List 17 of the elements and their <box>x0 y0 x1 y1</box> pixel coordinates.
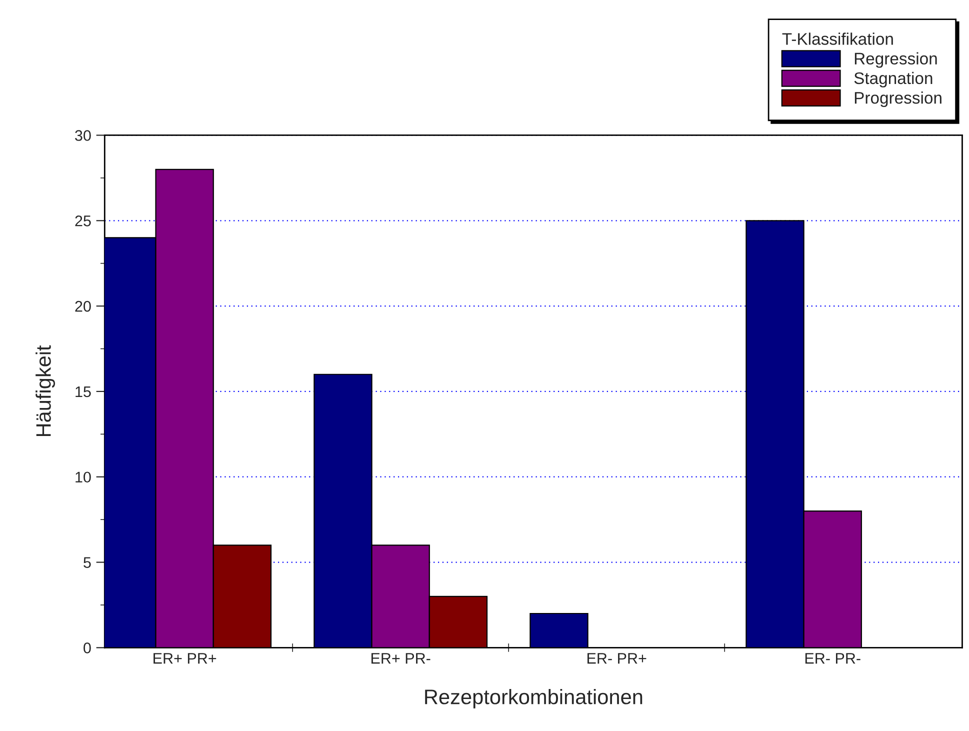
legend-label: Stagnation <box>854 72 932 88</box>
legend-label: Progression <box>854 92 942 108</box>
x-tick-label: ER+ PR- <box>371 653 430 664</box>
x-axis-title: Rezeptorkombinationen <box>425 688 642 708</box>
y-tick-label: 30 <box>75 130 91 141</box>
x-tick-label: ER+ PR+ <box>154 653 216 664</box>
y-tick-label: 15 <box>76 386 91 398</box>
legend-label: Regression <box>854 52 937 68</box>
y-tick-label: 25 <box>75 216 91 226</box>
y-tick-label: 5 <box>84 557 91 568</box>
x-tick-label: ER- PR+ <box>588 653 646 664</box>
y-tick-label: 10 <box>76 472 91 483</box>
y-tick-label: 20 <box>75 300 91 312</box>
legend-title: T-Klassifikation <box>782 32 893 45</box>
y-tick-label: 0 <box>84 642 91 654</box>
x-tick-label: ER- PR- <box>805 653 860 664</box>
y-axis-title: Häufigkeit <box>36 345 56 436</box>
